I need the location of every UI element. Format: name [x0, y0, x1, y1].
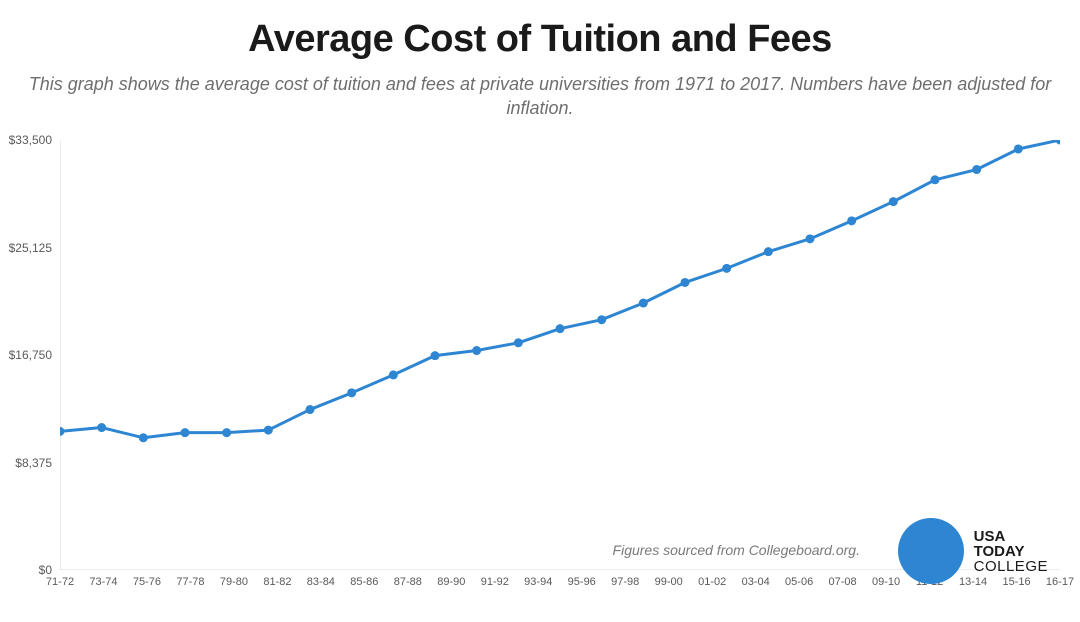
logo-line-1: USA — [974, 529, 1048, 544]
y-tick-label: $33,500 — [9, 133, 52, 147]
x-tick-label: 75-76 — [133, 576, 161, 588]
data-point — [1014, 144, 1023, 153]
data-point — [556, 324, 565, 333]
x-tick-label: 03-04 — [742, 576, 770, 588]
x-tick-label: 87-88 — [394, 576, 422, 588]
data-point — [264, 426, 273, 435]
data-point — [181, 428, 190, 437]
x-tick-label: 79-80 — [220, 576, 248, 588]
data-point — [847, 216, 856, 225]
data-point — [60, 427, 65, 436]
x-tick-label: 97-98 — [611, 576, 639, 588]
usa-today-college-logo: USA TODAY COLLEGE — [898, 518, 1048, 584]
data-point — [806, 234, 815, 243]
data-point — [139, 433, 148, 442]
x-tick-label: 89-90 — [437, 576, 465, 588]
data-point — [931, 175, 940, 184]
x-tick-label: 95-96 — [568, 576, 596, 588]
x-tick-label: 83-84 — [307, 576, 335, 588]
data-point — [389, 370, 398, 379]
logo-line-2: TODAY — [974, 544, 1048, 559]
data-point — [597, 315, 606, 324]
x-tick-label: 99-00 — [655, 576, 683, 588]
x-tick-label: 77-78 — [176, 576, 204, 588]
line-chart: $0$8,375$16,750$25,125$33,500 71-7273-74… — [60, 140, 1060, 570]
x-tick-label: 73-74 — [89, 576, 117, 588]
data-point — [306, 405, 315, 414]
logo-text: USA TODAY COLLEGE — [974, 529, 1048, 574]
data-point — [514, 338, 523, 347]
x-tick-label: 93-94 — [524, 576, 552, 588]
data-point — [472, 346, 481, 355]
data-point — [889, 197, 898, 206]
data-point — [681, 278, 690, 287]
y-tick-label: $0 — [39, 563, 52, 577]
chart-svg — [60, 140, 1060, 570]
data-point — [972, 165, 981, 174]
data-point — [431, 351, 440, 360]
chart-subtitle: This graph shows the average cost of tui… — [0, 72, 1080, 121]
logo-line-3: COLLEGE — [974, 559, 1048, 574]
data-point — [722, 264, 731, 273]
chart-title: Average Cost of Tuition and Fees — [0, 18, 1080, 61]
source-attribution: Figures sourced from Collegeboard.org. — [613, 542, 860, 558]
x-tick-label: 05-06 — [785, 576, 813, 588]
data-point — [764, 247, 773, 256]
data-point — [347, 388, 356, 397]
y-tick-label: $8,375 — [15, 456, 52, 470]
x-tick-label: 01-02 — [698, 576, 726, 588]
data-point — [222, 428, 231, 437]
y-tick-label: $25,125 — [9, 241, 52, 255]
x-tick-label: 16-17 — [1046, 576, 1074, 588]
data-point — [639, 299, 648, 308]
x-tick-label: 07-08 — [829, 576, 857, 588]
tuition-chart-page: { "title": { "text": "Average Cost of Tu… — [0, 0, 1080, 622]
y-tick-label: $16,750 — [9, 348, 52, 362]
x-tick-label: 71-72 — [46, 576, 74, 588]
data-line — [60, 140, 1060, 438]
logo-circle-icon — [898, 518, 964, 584]
x-tick-label: 81-82 — [263, 576, 291, 588]
x-tick-label: 85-86 — [350, 576, 378, 588]
x-tick-label: 09-10 — [872, 576, 900, 588]
data-point — [1056, 140, 1061, 145]
data-point — [97, 423, 106, 432]
x-tick-label: 91-92 — [481, 576, 509, 588]
